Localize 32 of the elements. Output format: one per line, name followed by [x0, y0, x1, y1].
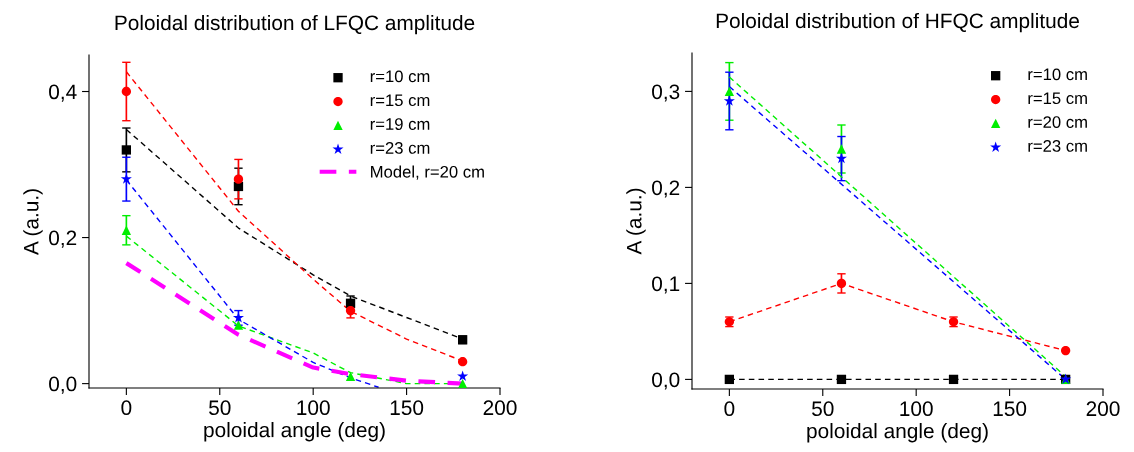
x-tick-label: 0 — [724, 401, 735, 417]
y-tick-label: 0,0 — [652, 372, 680, 390]
y-tick-label: 0,2 — [652, 180, 680, 198]
legend-label: r=23 cm — [1028, 140, 1087, 152]
x-tick-label: 200 — [483, 400, 517, 416]
legend-label: r=10 cm — [370, 70, 430, 83]
y-tick-label: 0,2 — [49, 230, 77, 248]
legend-label: r=19 cm — [370, 118, 430, 130]
x-tick-label: 150 — [993, 401, 1027, 417]
legend-label: Model, r=20 cm — [371, 165, 484, 180]
legend-label: r=20 cm — [1028, 116, 1087, 128]
x-axis-title: poloidal angle (deg) — [807, 423, 988, 443]
y-tick-label: 0,1 — [652, 276, 680, 294]
y-axis-title: A (a.u.) — [23, 189, 43, 256]
chart-title: Poloidal distribution of LFQC amplitude — [115, 14, 475, 35]
x-tick-label: 150 — [390, 400, 424, 416]
legend-label: r=10 cm — [1028, 68, 1087, 81]
y-axis-title: A (a.u.) — [626, 188, 646, 255]
x-tick-label: 0 — [121, 400, 132, 416]
x-tick-label: 100 — [297, 400, 330, 416]
legend-label: r=23 cm — [370, 142, 430, 154]
x-axis-title: poloidal angle (deg) — [204, 422, 385, 442]
legend-label: r=15 cm — [1028, 92, 1087, 105]
x-tick-label: 50 — [209, 400, 231, 416]
y-tick-label: 0,0 — [49, 376, 77, 394]
y-tick-label: 0,4 — [49, 84, 77, 102]
legend-label: r=15 cm — [370, 94, 430, 107]
x-tick-label: 50 — [812, 401, 834, 417]
y-tick-label: 0,3 — [652, 84, 680, 102]
x-tick-label: 100 — [900, 401, 933, 417]
chart-title: Poloidal distribution of HFQC amplitude — [716, 12, 1079, 33]
x-tick-label: 200 — [1086, 401, 1120, 417]
